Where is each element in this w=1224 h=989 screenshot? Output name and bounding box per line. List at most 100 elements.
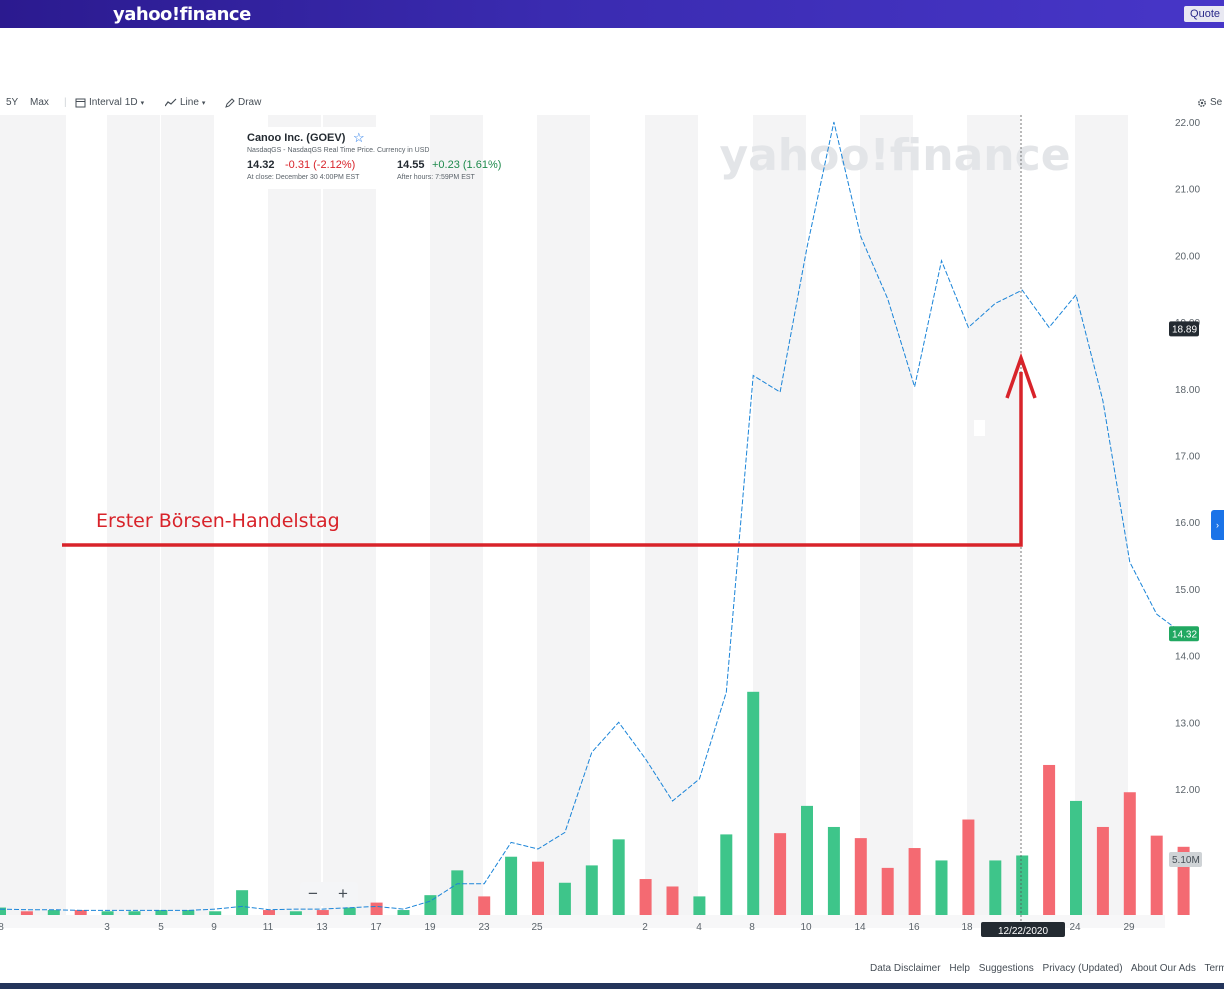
chart-band bbox=[1075, 115, 1128, 915]
star-icon[interactable]: ☆ bbox=[353, 130, 365, 145]
settings-button[interactable]: Se bbox=[1197, 97, 1222, 108]
x-tick-label: 17 bbox=[370, 922, 382, 933]
y-tick-label: 18.00 bbox=[1175, 385, 1200, 396]
volume-bar bbox=[182, 910, 195, 915]
volume-bar bbox=[74, 910, 87, 915]
x-tick-label: 3 bbox=[104, 922, 110, 933]
x-tick-label: 2 bbox=[642, 922, 648, 933]
volume-bar bbox=[558, 882, 571, 915]
chart-type-dropdown[interactable]: Line ▾ bbox=[165, 97, 205, 108]
interval-value: 1D bbox=[124, 97, 138, 108]
chart-band bbox=[268, 115, 321, 915]
volume-bar bbox=[989, 860, 1002, 915]
volume-bar bbox=[289, 911, 302, 915]
volume-bar bbox=[881, 867, 894, 915]
top-bar: yahoo!finance Quote bbox=[0, 0, 1224, 28]
volume-bar bbox=[774, 833, 787, 915]
chart-band bbox=[537, 115, 590, 915]
volume-bar bbox=[801, 805, 813, 915]
interval-dropdown[interactable]: Interval 1D ▾ bbox=[75, 97, 144, 108]
chart-band bbox=[430, 115, 483, 915]
x-tick-label: 29 bbox=[1123, 922, 1135, 933]
last-price-badge: 14.32 bbox=[1172, 629, 1197, 640]
y-tick-label: 13.00 bbox=[1175, 718, 1200, 729]
volume-bar bbox=[478, 896, 491, 915]
blank-mark bbox=[974, 420, 985, 436]
range-max-button[interactable]: Max bbox=[30, 97, 49, 108]
crosshair-price-badge-bg bbox=[1169, 321, 1199, 337]
after-hours-price: 14.55 bbox=[397, 159, 425, 171]
axis-badges: 18.89 14.32 5.10M 12/22/2020 bbox=[981, 321, 1202, 937]
footer-link-terms[interactable]: Terms ( bbox=[1204, 963, 1224, 974]
annotation: Erster Börsen-Handelstag bbox=[62, 352, 1037, 547]
x-tick-label: 4 bbox=[696, 922, 702, 933]
footer-links: Data Disclaimer Help Suggestions Privacy… bbox=[870, 963, 1224, 974]
volume-bar bbox=[962, 819, 975, 915]
bottom-strip bbox=[0, 983, 1224, 989]
chart-band bbox=[0, 115, 66, 915]
x-tick-label: 5 bbox=[158, 922, 164, 933]
price-line bbox=[0, 121, 1184, 911]
crosshair-price-badge: 18.89 bbox=[1172, 324, 1197, 335]
zoom-in-button[interactable]: + bbox=[338, 884, 348, 903]
volume-bar bbox=[47, 910, 60, 915]
calendar-icon bbox=[75, 98, 86, 108]
chart-band bbox=[967, 115, 1020, 915]
x-tick-label: 18 bbox=[961, 922, 973, 933]
volume-bar bbox=[532, 861, 544, 915]
interval-label: Interval bbox=[89, 97, 122, 108]
volume-bar bbox=[263, 910, 275, 915]
yahoo-finance-watermark: yahoo!finance bbox=[719, 130, 1070, 181]
volume-bar bbox=[935, 860, 948, 915]
price-chart[interactable]: 22.0021.0020.0019.0018.0017.0016.0015.00… bbox=[0, 114, 1224, 956]
zoom-out-button[interactable]: − bbox=[308, 884, 318, 903]
x-tick-label: 8 bbox=[0, 922, 4, 933]
chart-type-label: Line bbox=[180, 97, 199, 108]
y-tick-label: 16.00 bbox=[1175, 518, 1200, 529]
line-chart-icon bbox=[165, 98, 177, 107]
volume-bar bbox=[128, 911, 141, 915]
volume-bar bbox=[666, 886, 679, 915]
crosshair-date-badge-bg bbox=[981, 922, 1065, 937]
draw-button[interactable]: Draw bbox=[225, 97, 261, 108]
chart-toolbar: 5Y Max | Interval 1D ▾ Line ▾ Draw Se bbox=[0, 92, 1224, 114]
after-hours-time: After hours: 7:59PM EST bbox=[397, 174, 475, 181]
exchange-info: NasdaqGS - NasdaqGS Real Time Price. Cur… bbox=[247, 147, 430, 154]
chart-band bbox=[161, 115, 214, 915]
x-tick-label: 10 bbox=[800, 922, 812, 933]
settings-label: Se bbox=[1210, 97, 1223, 108]
volume-bar bbox=[209, 911, 222, 915]
x-axis-strip bbox=[0, 915, 1165, 928]
yahoo-finance-logo[interactable]: yahoo!finance bbox=[113, 4, 251, 25]
x-tick-label: 25 bbox=[531, 922, 543, 933]
volume-bar bbox=[854, 838, 867, 915]
y-tick-label: 17.00 bbox=[1175, 452, 1200, 463]
quote-lookup-button[interactable]: Quote bbox=[1184, 6, 1224, 22]
footer-link-help[interactable]: Help bbox=[949, 963, 970, 974]
volume-bar bbox=[585, 865, 598, 915]
zoom-controls: − + bbox=[300, 882, 358, 906]
footer-link-disclaimer[interactable]: Data Disclaimer bbox=[870, 963, 941, 974]
chart-band bbox=[753, 115, 806, 915]
chart-band bbox=[107, 115, 160, 915]
x-tick-label: 24 bbox=[1069, 922, 1081, 933]
x-tick-label: 16 bbox=[908, 922, 920, 933]
expand-panel-tab[interactable]: › bbox=[1211, 510, 1224, 540]
after-hours-change: +0.23 (1.61%) bbox=[432, 159, 502, 171]
volume-bar bbox=[101, 911, 114, 915]
volume-bar bbox=[424, 895, 437, 915]
chart-band bbox=[860, 115, 913, 915]
volume-bar bbox=[0, 907, 6, 915]
footer-link-suggestions[interactable]: Suggestions bbox=[978, 963, 1034, 974]
volume-bar bbox=[639, 879, 652, 915]
chevron-down-icon: ▾ bbox=[140, 99, 145, 107]
volume-badge-bg bbox=[1169, 852, 1202, 867]
footer-link-ads[interactable]: About Our Ads bbox=[1130, 963, 1196, 974]
x-tick-label: 14 bbox=[854, 922, 866, 933]
volume-bar bbox=[236, 890, 249, 915]
volume-bar bbox=[1043, 764, 1056, 915]
footer-link-privacy[interactable]: Privacy (Updated) bbox=[1042, 963, 1123, 974]
range-5y-button[interactable]: 5Y bbox=[6, 97, 19, 108]
annotation-label: Erster Börsen-Handelstag bbox=[96, 510, 340, 532]
volume-bar bbox=[370, 902, 383, 915]
